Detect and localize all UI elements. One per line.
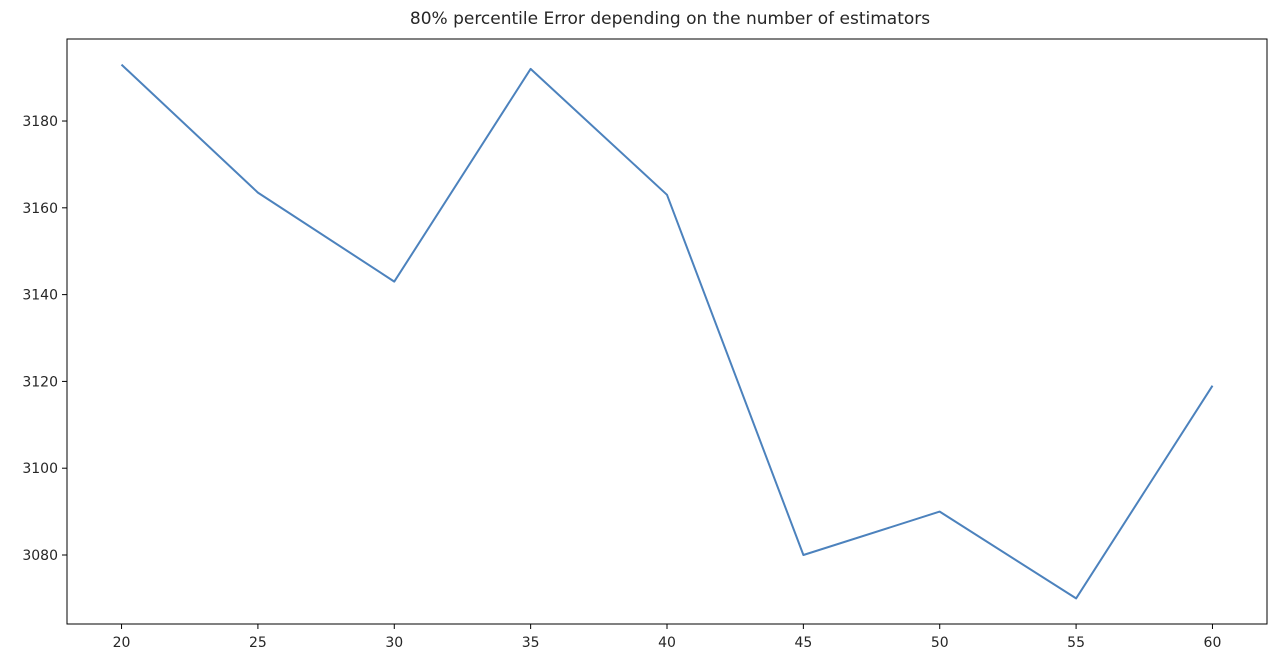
y-tick-label: 3100	[22, 461, 58, 477]
x-tick-label: 30	[385, 635, 403, 651]
x-tick-label: 45	[794, 635, 812, 651]
y-tick-label: 3120	[22, 374, 58, 390]
x-tick-label: 60	[1204, 635, 1222, 651]
x-tick-label: 25	[249, 635, 267, 651]
y-tick-label: 3080	[22, 548, 58, 564]
y-tick-label: 3180	[22, 114, 58, 130]
chart-title: 80% percentile Error depending on the nu…	[410, 9, 930, 29]
x-axis: 20 25 30 35 40 45 50 55 60	[113, 624, 1222, 651]
y-axis: 3080 3100 3120 3140 3160 3180	[22, 114, 67, 564]
x-tick-label: 50	[931, 635, 949, 651]
x-tick-label: 35	[522, 635, 540, 651]
x-tick-label: 40	[658, 635, 676, 651]
y-tick-label: 3160	[22, 201, 58, 217]
x-tick-label: 20	[113, 635, 131, 651]
plot-area-frame	[66, 38, 1268, 625]
y-tick-label: 3140	[22, 288, 58, 304]
x-tick-label: 55	[1067, 635, 1085, 651]
series-line	[120, 63, 1214, 600]
